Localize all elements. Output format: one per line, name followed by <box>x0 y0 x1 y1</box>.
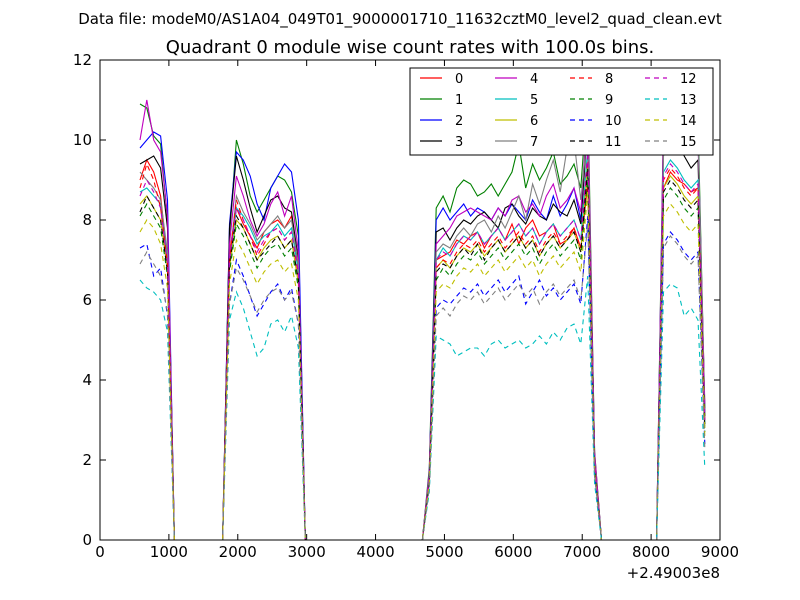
legend-frame <box>409 67 714 156</box>
y-tick-label: 2 <box>82 451 92 469</box>
chart-suptitle: Data file: modeM0/AS1A04_049T01_90000017… <box>78 10 722 29</box>
legend-label-4: 4 <box>530 72 538 87</box>
series-line-11 <box>139 167 706 540</box>
legend-label-9: 9 <box>605 93 613 108</box>
legend-label-13: 13 <box>680 93 697 108</box>
legend-label-7: 7 <box>530 135 538 150</box>
y-tick-label: 0 <box>82 531 92 549</box>
series-line-12 <box>139 151 706 540</box>
x-tick-label: 9000 <box>701 543 739 561</box>
series-line-8 <box>139 155 706 540</box>
y-tick-label: 8 <box>82 211 92 229</box>
series-line-5 <box>139 147 706 540</box>
series-line-10 <box>139 215 706 540</box>
y-tick-label: 6 <box>82 291 92 309</box>
legend-label-12: 12 <box>680 72 697 87</box>
legend-label-11: 11 <box>605 135 622 150</box>
series-line-13 <box>139 275 706 540</box>
x-offset-label: +2.49003e8 <box>627 564 720 582</box>
chart-title: Quadrant 0 module wise count rates with … <box>166 37 655 58</box>
legend-label-8: 8 <box>605 72 613 87</box>
series-line-0 <box>139 158 706 540</box>
y-tick-label: 12 <box>73 51 92 69</box>
x-tick-label: 3000 <box>288 543 326 561</box>
x-tick-label: 2000 <box>219 543 257 561</box>
legend-label-15: 15 <box>680 135 697 150</box>
legend-label-6: 6 <box>530 114 538 129</box>
legend-label-3: 3 <box>455 135 463 150</box>
series-line-6 <box>139 163 706 540</box>
legend-label-5: 5 <box>530 93 538 108</box>
series-line-15 <box>139 223 706 540</box>
series-line-3 <box>139 123 706 540</box>
y-tick-label: 10 <box>73 131 92 149</box>
x-tick-label: 4000 <box>356 543 394 561</box>
x-tick-label: 1000 <box>150 543 188 561</box>
x-tick-label: 5000 <box>425 543 463 561</box>
x-tick-label: 6000 <box>494 543 532 561</box>
legend-label-1: 1 <box>455 93 463 108</box>
x-tick-label: 7000 <box>563 543 601 561</box>
x-tick-label: 0 <box>95 543 105 561</box>
series-layer <box>139 91 706 540</box>
series-line-9 <box>139 175 706 540</box>
y-tick-label: 4 <box>82 371 92 389</box>
ticks-layer: 0 1000 2000 3000 4000 5000 6000 7000 8000 9000 0 2 4… <box>73 51 739 561</box>
legend-label-0: 0 <box>455 72 463 87</box>
legend-label-10: 10 <box>605 114 622 129</box>
series-line-4 <box>139 99 706 540</box>
legend-label-2: 2 <box>455 114 463 129</box>
legend-label-14: 14 <box>680 114 697 129</box>
x-tick-label: 8000 <box>632 543 670 561</box>
